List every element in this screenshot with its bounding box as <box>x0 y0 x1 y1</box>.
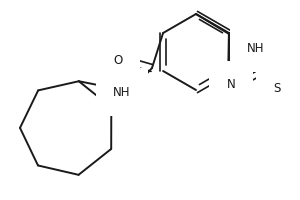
Text: S: S <box>273 82 281 95</box>
Text: O: O <box>113 53 123 66</box>
Text: N: N <box>226 78 236 92</box>
Text: NH: NH <box>247 42 265 54</box>
Text: NH: NH <box>113 86 131 98</box>
